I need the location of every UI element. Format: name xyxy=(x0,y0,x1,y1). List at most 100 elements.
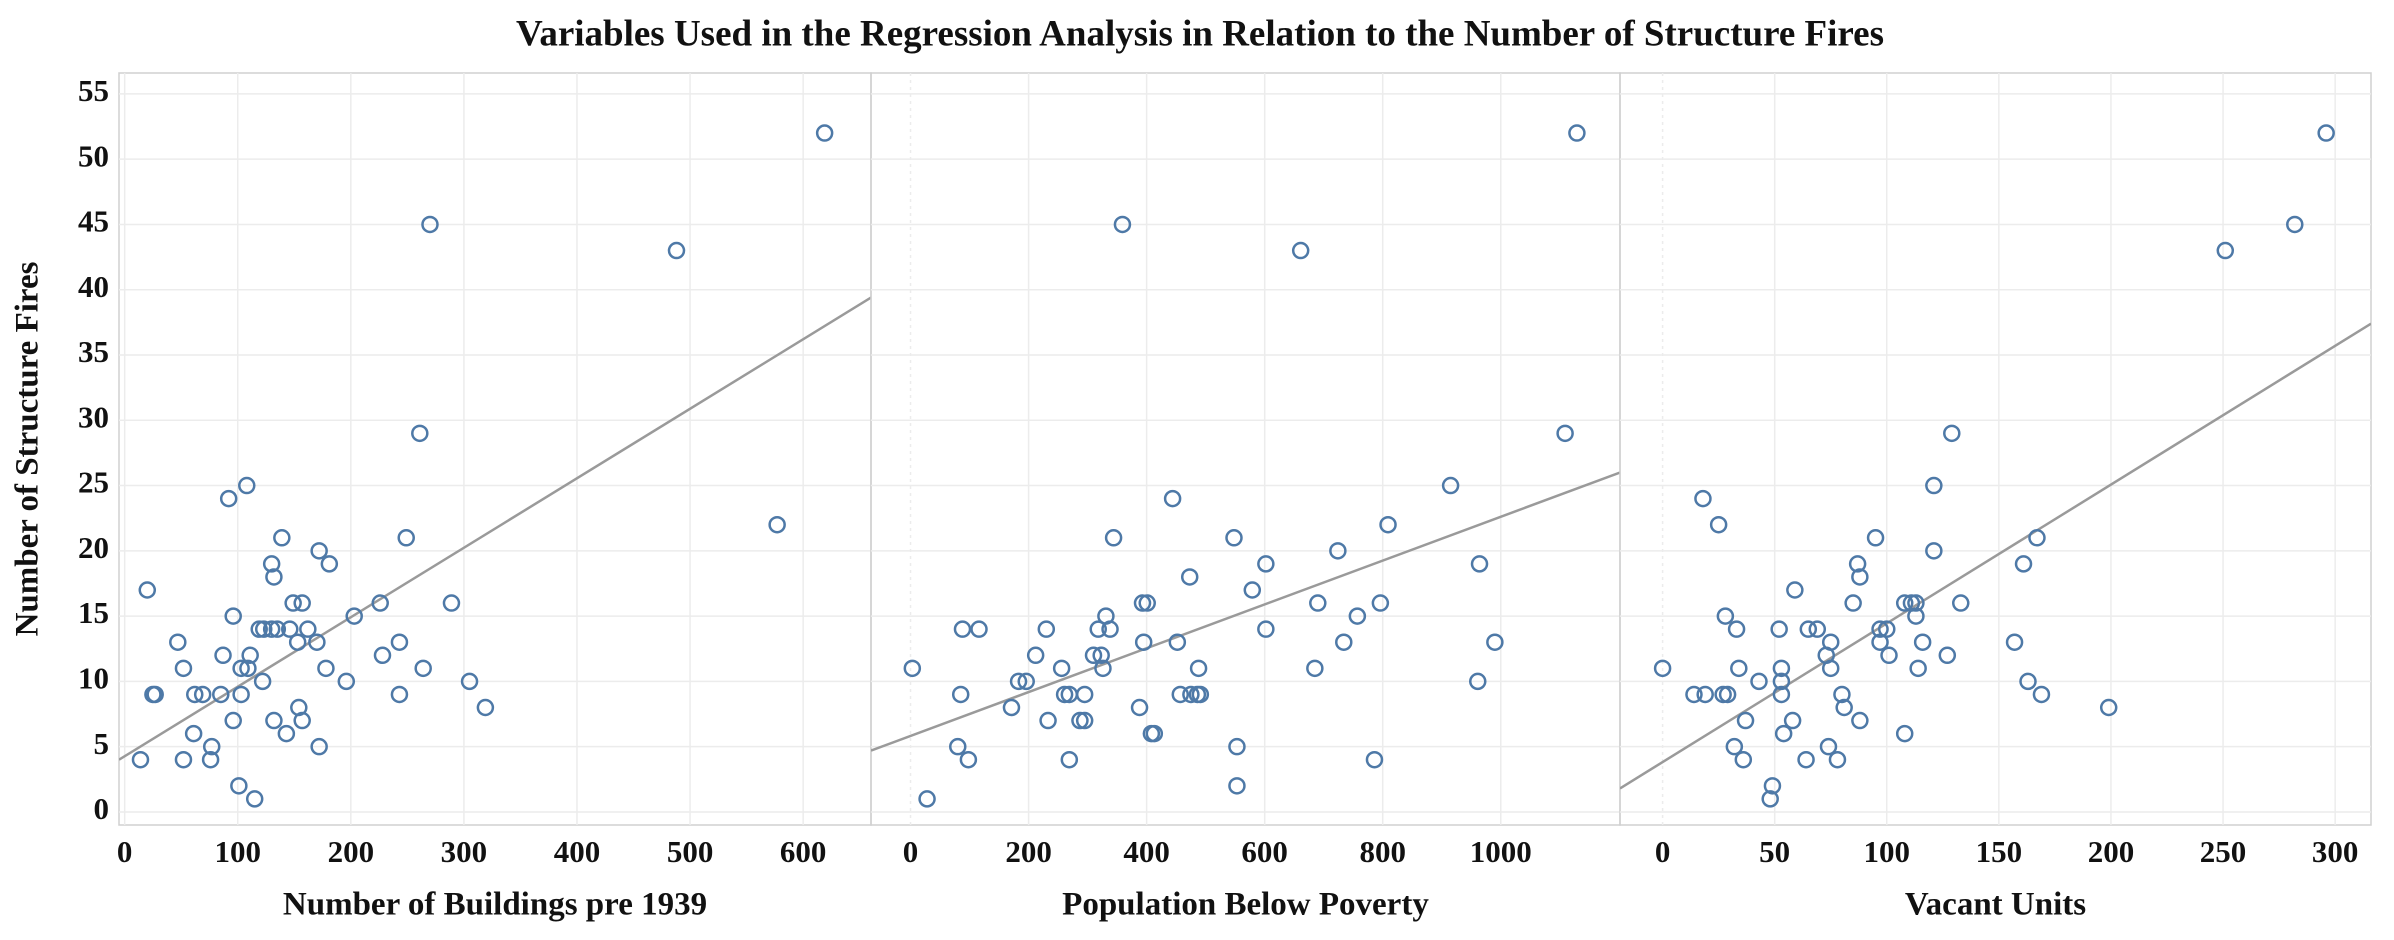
data-point xyxy=(1851,711,1869,730)
data-point xyxy=(262,620,281,638)
data-point xyxy=(667,241,686,260)
data-point xyxy=(1821,633,1840,651)
data-point xyxy=(1104,529,1123,547)
data-point xyxy=(1441,476,1460,495)
x-tick-label: 1000 xyxy=(1470,834,1532,869)
x-axis-label: Vacant Units xyxy=(1905,887,2086,923)
x-tick-label: 600 xyxy=(1241,834,1288,869)
data-point xyxy=(1556,424,1574,443)
data-point xyxy=(250,620,268,638)
data-point xyxy=(1909,659,1927,678)
data-point xyxy=(1696,685,1714,704)
data-point xyxy=(1786,581,1804,599)
data-point xyxy=(1730,659,1748,678)
data-point xyxy=(138,581,157,599)
data-point xyxy=(1727,620,1746,638)
data-point xyxy=(1685,685,1703,704)
data-point xyxy=(373,646,392,665)
data-point xyxy=(1952,594,1970,612)
x-tick-label: 200 xyxy=(328,834,375,869)
data-point xyxy=(193,685,212,704)
data-point xyxy=(1134,633,1153,651)
data-point xyxy=(1774,724,1793,743)
data-point xyxy=(390,633,409,651)
x-tick-label: 800 xyxy=(1359,834,1406,869)
data-point xyxy=(1365,750,1384,769)
data-point xyxy=(284,594,302,612)
data-point xyxy=(1306,659,1324,678)
data-point xyxy=(1736,711,1755,730)
data-point xyxy=(970,620,988,638)
data-point xyxy=(1026,646,1045,665)
data-point xyxy=(1833,685,1851,704)
y-tick-label: 45 xyxy=(78,204,109,239)
data-point xyxy=(1653,659,1672,678)
data-point xyxy=(317,659,335,678)
x-tick-label: 600 xyxy=(780,834,827,869)
data-point xyxy=(1799,620,1818,638)
data-point xyxy=(224,711,242,730)
data-point xyxy=(1228,777,1246,795)
data-point xyxy=(131,750,150,769)
x-tick-label: 0 xyxy=(1655,834,1671,869)
x-tick-label: 0 xyxy=(903,834,919,869)
data-point xyxy=(421,215,439,234)
y-axis-label: Number of Structure Fires xyxy=(10,261,46,636)
data-point xyxy=(768,515,786,534)
data-point xyxy=(224,607,242,625)
data-point xyxy=(1895,594,1914,612)
data-point xyxy=(281,620,299,638)
x-tick-label: 200 xyxy=(1005,834,1052,869)
x-tick-label: 500 xyxy=(667,834,714,869)
x-tick-label: 100 xyxy=(1864,834,1911,869)
data-point xyxy=(1486,633,1504,651)
data-point xyxy=(371,594,389,612)
x-tick-label: 400 xyxy=(1123,834,1170,869)
data-point xyxy=(1938,646,1957,665)
data-point xyxy=(1133,594,1152,612)
data-point xyxy=(174,750,193,769)
data-point xyxy=(1335,633,1353,651)
data-point xyxy=(1895,724,1914,743)
data-point xyxy=(1039,711,1057,730)
data-point xyxy=(1871,620,1889,638)
data-point xyxy=(1907,594,1925,612)
data-point xyxy=(1291,241,1310,260)
data-point xyxy=(2019,672,2037,691)
data-point xyxy=(2216,241,2235,260)
data-point xyxy=(1191,685,1210,704)
data-point xyxy=(1130,698,1149,717)
data-point xyxy=(1089,620,1107,638)
x-tick-label: 300 xyxy=(441,834,488,869)
data-point xyxy=(254,620,273,638)
y-tick-label: 0 xyxy=(94,791,110,826)
trend-line xyxy=(119,296,871,761)
data-point xyxy=(337,672,356,691)
data-point xyxy=(959,750,978,769)
x-tick-label: 100 xyxy=(214,834,261,869)
x-tick-label: 200 xyxy=(2088,834,2135,869)
data-point xyxy=(230,777,248,795)
data-point xyxy=(1163,489,1182,508)
data-point xyxy=(1797,750,1815,769)
data-point xyxy=(460,672,479,691)
data-point xyxy=(1709,515,1728,534)
data-point xyxy=(1094,659,1112,678)
data-point xyxy=(1180,568,1199,586)
data-point xyxy=(277,724,296,743)
data-point xyxy=(310,542,328,560)
data-point xyxy=(1694,489,1712,508)
data-point xyxy=(1168,633,1187,651)
data-point xyxy=(815,124,834,142)
data-point xyxy=(273,529,291,547)
y-tick-label: 10 xyxy=(78,660,109,695)
data-point xyxy=(1092,646,1110,665)
data-point xyxy=(265,711,283,730)
data-point xyxy=(1084,646,1103,665)
data-point xyxy=(1075,685,1094,704)
data-point xyxy=(1878,620,1896,638)
data-point xyxy=(1017,672,1035,691)
data-point xyxy=(308,633,326,651)
data-point xyxy=(1075,711,1094,730)
